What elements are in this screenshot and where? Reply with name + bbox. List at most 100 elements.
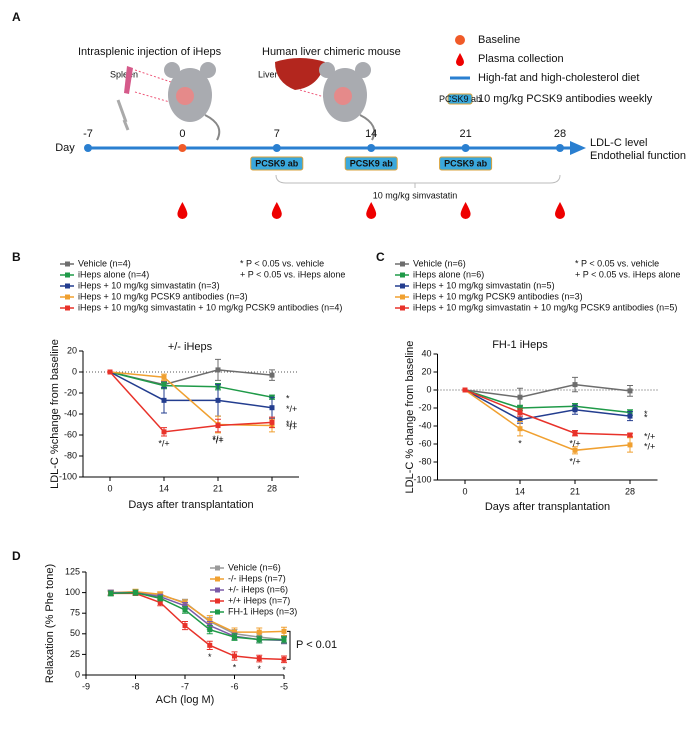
marker (232, 653, 237, 659)
plasma-drop (366, 202, 377, 219)
day-label: 0 (179, 128, 185, 140)
marker (232, 629, 237, 635)
annotation: P < 0.01 (296, 639, 337, 651)
series-line (464, 383, 631, 398)
marker (182, 603, 188, 609)
legend-marker (400, 272, 405, 278)
significance-label: * (518, 438, 522, 448)
marker (207, 627, 213, 633)
icon-label: PCSK9 ab (439, 94, 481, 104)
y-tick-label: 100 (65, 587, 80, 597)
legend-marker (65, 261, 70, 267)
legend-marker (400, 294, 405, 300)
chart-title: FH-1 iHeps (492, 339, 548, 351)
x-tick-label: 21 (570, 486, 580, 496)
legend-marker (65, 272, 70, 278)
timeline-dot (84, 144, 92, 152)
x-tick-label: -8 (131, 681, 139, 691)
marker (627, 432, 633, 438)
plasma-drop (460, 202, 471, 219)
legend-marker (65, 305, 70, 311)
y-tick-label: -40 (64, 408, 77, 418)
timeline-dot (178, 144, 187, 152)
legend-text: Vehicle (n=6) (228, 562, 281, 572)
legend-marker (215, 609, 220, 615)
significance-label: * (644, 409, 648, 419)
x-axis-label: ACh (log M) (156, 694, 215, 706)
series-line (109, 371, 273, 427)
marker (161, 374, 167, 380)
series-line (464, 389, 631, 421)
marker (572, 430, 578, 436)
y-tick-label: 0 (75, 669, 80, 679)
significance-label: * (286, 394, 290, 404)
legend-text: iHeps + 10 mg/kg PCSK9 antibodies (n=3) (78, 291, 248, 301)
legend-text: Vehicle (n=6) (413, 258, 466, 268)
pcsk9-box (439, 156, 493, 171)
marker (627, 442, 633, 448)
significance-label: */+ (644, 431, 655, 441)
legend-marker (400, 261, 405, 267)
significance-label: */+ (286, 422, 297, 432)
marker (627, 413, 633, 419)
legend-text: iHeps alone (n=6) (413, 269, 484, 279)
panel-a: A Intrasplenic injection of iHeps Human … (12, 10, 686, 200)
y-tick-label: -80 (64, 450, 77, 460)
y-axis-label: Relaxation (% Phe tone) (44, 564, 56, 683)
timeline-arrow (570, 141, 586, 155)
series-line (110, 592, 285, 661)
y-tick-label: 75 (70, 608, 80, 618)
series-line (464, 389, 631, 414)
y-tick-label: -60 (418, 438, 431, 448)
y-tick-label: -100 (59, 471, 77, 481)
marker (215, 397, 221, 403)
x-tick-label: 0 (107, 483, 112, 493)
legend-text: iHeps + 10 mg/kg simvastatin + 10 mg/kg … (413, 302, 677, 312)
x-tick-label: 28 (267, 483, 277, 493)
marker (157, 599, 163, 605)
series-line (110, 591, 285, 633)
simvastatin-label: 10 mg/kg simvastatin (373, 190, 458, 200)
syringe (116, 99, 130, 131)
significance-label: * (208, 652, 212, 662)
panel-letter: A (12, 10, 21, 24)
legend-marker (215, 587, 220, 593)
significance-label: * (644, 412, 648, 422)
y-tick-label: 125 (65, 566, 80, 576)
marker (269, 419, 275, 425)
panel-letter: C (376, 250, 385, 264)
significance-label: */+ (286, 404, 297, 414)
marker (281, 656, 287, 662)
legend-text: iHeps + 10 mg/kg simvastatin + 10 mg/kg … (78, 302, 342, 312)
legend-marker (215, 565, 220, 571)
day-label: 21 (459, 128, 471, 140)
marker (517, 405, 523, 411)
y-tick-label: -20 (418, 402, 431, 412)
legend-text: iHeps + 10 mg/kg simvastatin (n=3) (78, 280, 220, 290)
timeline-dot (367, 144, 376, 152)
stats-legend: + P < 0.05 vs. iHeps alone (240, 269, 345, 279)
marker (207, 642, 213, 648)
legend-marker (215, 576, 220, 582)
x-tick-label: -9 (82, 681, 90, 691)
x-axis-label: Days after transplantation (128, 499, 253, 511)
endpoint: LDL-C level (590, 137, 647, 149)
x-axis-label: Days after transplantation (485, 501, 610, 513)
legend-text: Baseline (478, 34, 520, 46)
marker (232, 634, 237, 640)
endpoint: Endothelial function (590, 150, 686, 162)
legend-marker (400, 305, 405, 311)
plasma-drop (271, 202, 282, 219)
marker (256, 656, 262, 662)
spleen (124, 66, 133, 94)
legend-icon (455, 35, 465, 45)
legend-text: FH-1 iHeps (n=3) (228, 606, 297, 616)
significance-label: */+ (286, 419, 297, 429)
significance-label: */+ (212, 434, 223, 444)
marker (517, 394, 523, 400)
plasma-drop (177, 202, 188, 219)
marker (182, 623, 188, 629)
mouse (319, 62, 376, 141)
y-tick-label: -100 (413, 474, 431, 484)
